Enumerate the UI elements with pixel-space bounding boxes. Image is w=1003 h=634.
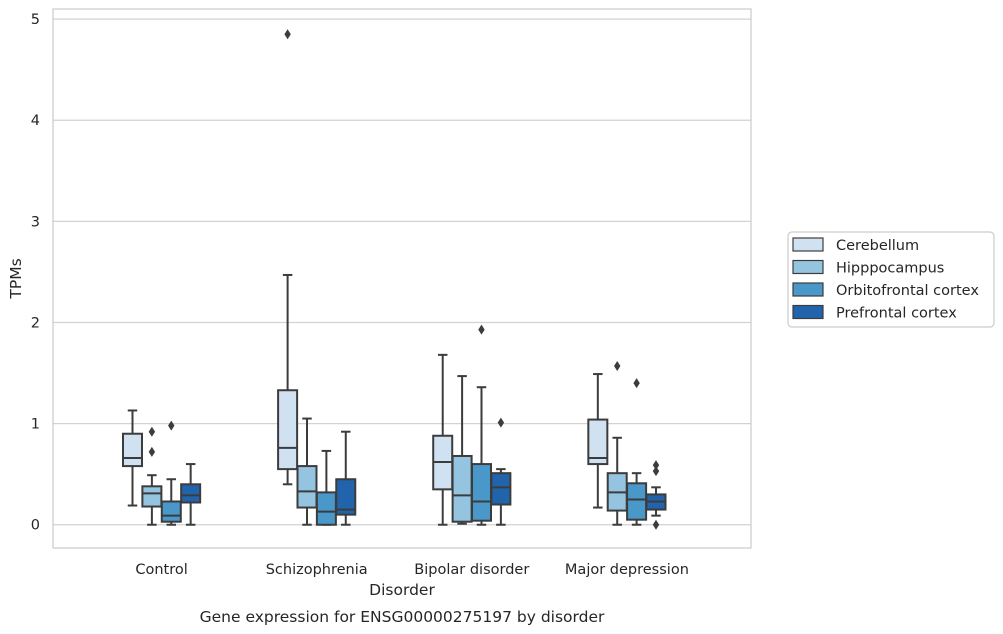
- box: [470, 463, 492, 522]
- box-plot: [141, 426, 163, 526]
- box-plot: [121, 409, 143, 507]
- y-axis-ticks: 0 1 2 3 4 5: [31, 12, 40, 534]
- box-series: [141, 360, 628, 526]
- y-axis-label: TPMs: [7, 258, 25, 299]
- outlier-marker: [633, 378, 640, 389]
- outlier-marker: [478, 324, 485, 335]
- legend-swatch: [792, 304, 824, 320]
- box: [315, 491, 337, 526]
- outlier-marker: [148, 426, 156, 437]
- chart-caption: Gene expression for ENSG00000275197 by d…: [200, 608, 605, 626]
- box: [490, 472, 512, 506]
- outlier-marker: [148, 446, 156, 457]
- box: [626, 482, 648, 521]
- x-axis-ticks: Control Schizophrenia Bipolar disorder Majo…: [135, 562, 689, 578]
- y-tick-label: 1: [31, 417, 40, 433]
- box-plot: [490, 417, 512, 526]
- outlier-marker: [652, 460, 660, 471]
- box-plot: [587, 373, 609, 509]
- x-tick-label: Major depression: [565, 562, 689, 578]
- legend-label: Hipppocampus: [836, 261, 944, 277]
- y-tick-label: 4: [31, 113, 40, 129]
- box: [335, 478, 357, 516]
- outlier-marker: [497, 417, 505, 428]
- box-plot: [335, 430, 357, 526]
- x-axis-label: Disorder: [369, 581, 435, 599]
- outlier-marker: [614, 360, 621, 371]
- legend-swatch: [792, 259, 824, 275]
- box: [121, 432, 143, 468]
- outlier-marker: [284, 29, 291, 40]
- y-tick-label: 2: [31, 315, 40, 331]
- box: [141, 485, 163, 508]
- box-series: [180, 417, 667, 530]
- box-plot: [315, 449, 337, 526]
- box-plot: [296, 417, 318, 526]
- box-plot: [645, 460, 667, 530]
- box-plot: [180, 463, 202, 526]
- y-tick-label: 0: [31, 518, 40, 534]
- legend-frame: [787, 231, 995, 328]
- box-plot: [160, 420, 182, 526]
- x-tick-label: Schizophrenia: [266, 562, 368, 578]
- legend: Cerebellum Hipppocampus Orbitofrontal cort…: [787, 231, 995, 328]
- y-tick-label: 3: [31, 214, 40, 230]
- legend-swatch: [792, 237, 824, 252]
- outlier-marker: [168, 420, 175, 431]
- outlier-marker: [652, 466, 660, 477]
- box: [296, 465, 318, 509]
- box-plot: [277, 29, 299, 486]
- box-plot: [470, 324, 492, 526]
- outlier-marker: [652, 519, 660, 530]
- box-plot: [432, 353, 454, 526]
- legend-label: Cerebellum: [836, 238, 919, 254]
- legend-label: Prefrontal cortex: [836, 306, 957, 322]
- box: [587, 418, 609, 466]
- box: [277, 389, 299, 471]
- box: [160, 500, 182, 523]
- x-tick-label: Bipolar disorder: [414, 562, 529, 578]
- box-plot: [606, 360, 628, 526]
- box: [451, 454, 473, 523]
- legend-swatch: [792, 282, 824, 297]
- box-series: [121, 29, 609, 526]
- box-series: [160, 324, 648, 526]
- y-tick-label: 5: [31, 12, 40, 28]
- x-tick-label: Control: [135, 562, 187, 578]
- box-series-group: [121, 29, 667, 530]
- legend-label: Orbitofrontal cortex: [836, 283, 979, 299]
- plot-area-frame: [52, 8, 752, 549]
- box: [180, 483, 202, 504]
